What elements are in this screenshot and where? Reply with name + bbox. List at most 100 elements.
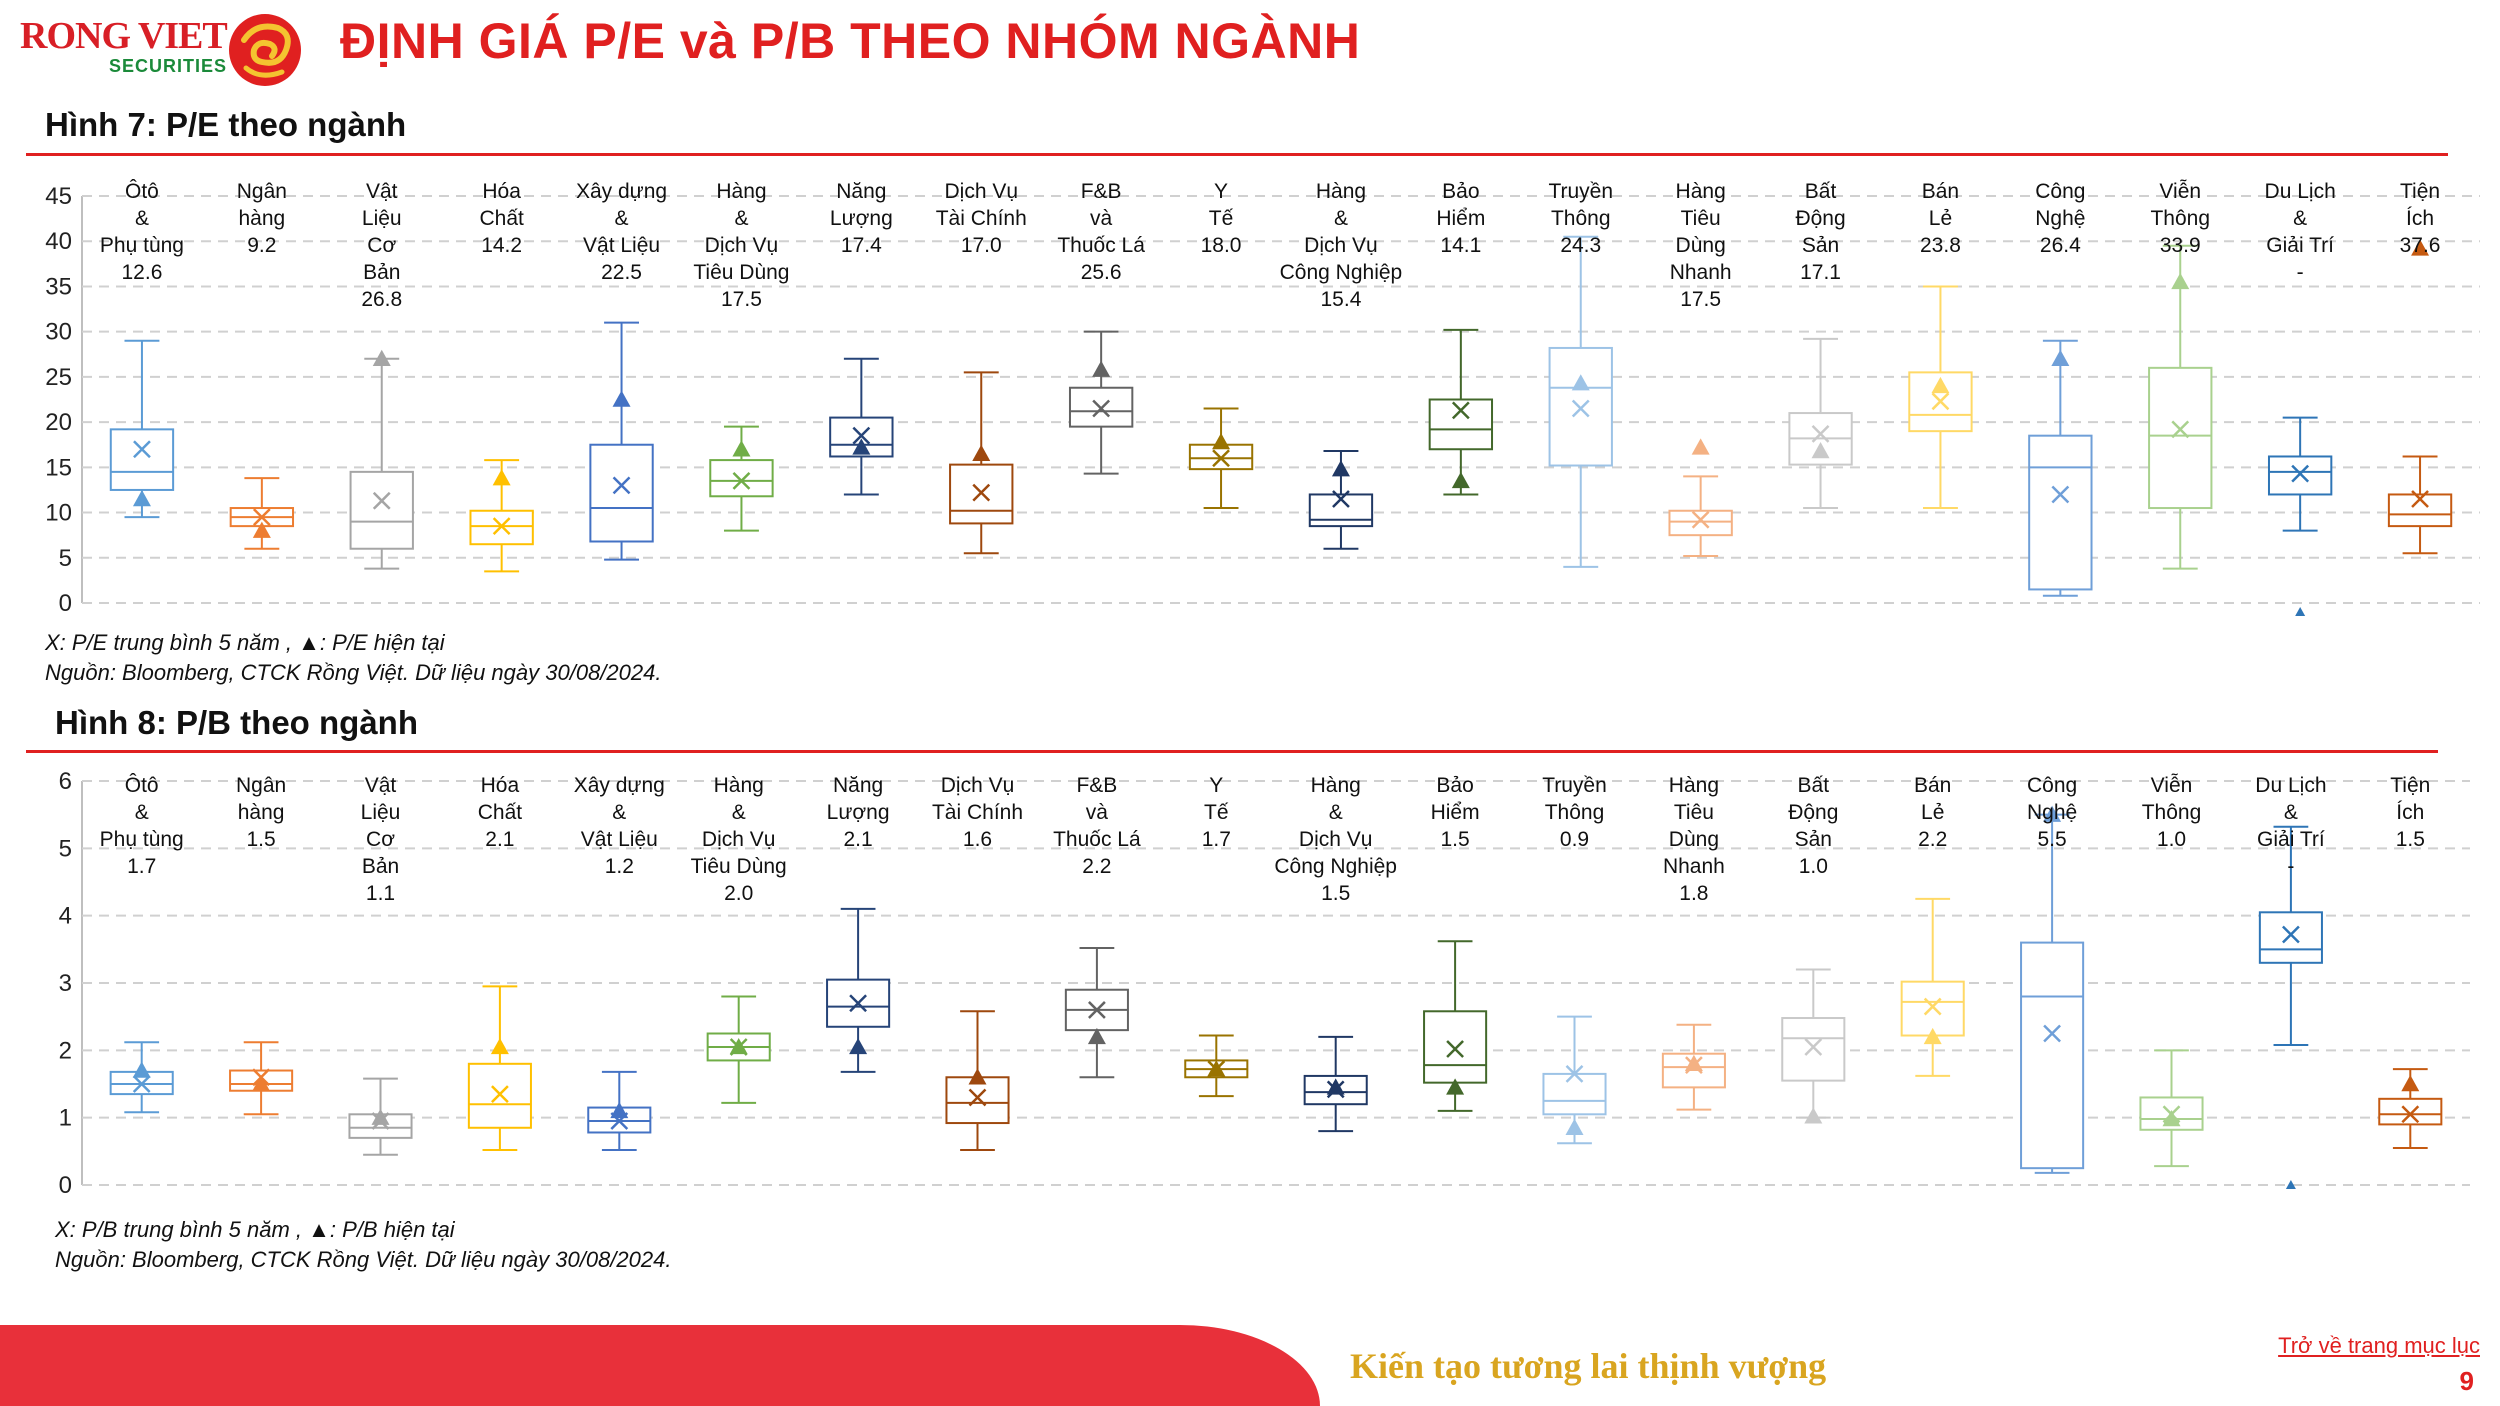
- category-label: F&B và Thuốc Lá 25.6: [1057, 180, 1145, 284]
- mean-marker: [612, 476, 631, 495]
- y-tick-label: 15: [45, 454, 72, 481]
- mean-marker: [1446, 1040, 1464, 1058]
- box-item: [2258, 825, 2323, 1189]
- y-tick-label: 20: [45, 409, 72, 436]
- current-value-marker: [2401, 1075, 2420, 1092]
- iqr-box: [2267, 455, 2333, 496]
- iqr-box: [2028, 434, 2093, 591]
- current-value-marker: [1326, 1078, 1345, 1095]
- mean-marker: [2171, 420, 2190, 439]
- y-tick-label: 6: [59, 768, 72, 795]
- box-item: [587, 1070, 652, 1151]
- box-item: [1781, 968, 1846, 1124]
- current-value-marker: [1804, 1107, 1823, 1124]
- box-item: [1542, 1015, 1607, 1145]
- pb-source-note: Nguồn: Bloomberg, CTCK Rồng Việt. Dữ liệ…: [55, 1247, 672, 1272]
- mean-marker: [1923, 997, 1942, 1016]
- category-label: Hóa Chất 14.2: [479, 180, 524, 257]
- box-item: [2028, 339, 2093, 597]
- mean-marker: [1092, 399, 1111, 418]
- y-tick-label: 45: [45, 183, 72, 210]
- category-label: Hàng Tiêu Dùng Nhanh 1.8: [1663, 774, 1725, 905]
- figure-8-rule: [26, 750, 2438, 753]
- box-item: [709, 425, 774, 532]
- category-label: Tiện Ích 37.6: [2400, 180, 2441, 257]
- mean-marker: [1691, 510, 1710, 529]
- box-item: [469, 459, 534, 573]
- iqr-box: [589, 443, 654, 543]
- current-value-marker: [612, 390, 631, 407]
- iqr-box: [2378, 1097, 2443, 1126]
- brand-sub: SECURITIES: [109, 56, 228, 76]
- current-value-marker: [1446, 1078, 1465, 1095]
- y-tick-label: 5: [59, 545, 72, 572]
- category-label: Hàng & Dịch Vụ Công Nghiệp 15.4: [1280, 180, 1403, 311]
- category-label: Ngân hàng 1.5: [236, 774, 286, 851]
- box-item: [109, 339, 175, 519]
- box-item: [826, 907, 891, 1073]
- current-value-marker: [849, 1037, 868, 1055]
- pe-source-note: Nguồn: Bloomberg, CTCK Rồng Việt. Dữ liệ…: [45, 660, 662, 685]
- category-label: Du Lịch & Giải Trí -: [2255, 774, 2326, 878]
- iqr-box: [1428, 398, 1494, 451]
- brand-name: RONG VIET: [20, 15, 228, 57]
- category-label: Hàng & Dịch Vụ Tiêu Dùng 17.5: [693, 180, 789, 311]
- iqr-box: [349, 470, 414, 550]
- mean-marker: [849, 994, 867, 1013]
- box-item: [829, 357, 894, 496]
- figure-7-rule: [26, 153, 2448, 156]
- mean-marker: [252, 508, 271, 526]
- y-tick-label: 25: [45, 364, 72, 391]
- mean-marker: [1811, 424, 1830, 443]
- category-label: Năng Lượng 17.4: [830, 180, 893, 257]
- box-item: [1184, 1034, 1249, 1098]
- mean-marker: [491, 1085, 509, 1103]
- box-item: [1188, 407, 1254, 510]
- mean-marker: [732, 472, 751, 490]
- box-item: [949, 371, 1014, 555]
- box-item: [349, 349, 414, 570]
- y-tick-label: 30: [45, 319, 72, 346]
- box-item: [1788, 337, 1853, 510]
- mean-marker: [1212, 449, 1230, 468]
- current-value-marker: [729, 1037, 748, 1055]
- y-tick-label: 35: [45, 273, 72, 300]
- pe-legend-note: X: P/E trung bình 5 năm , ▲: P/E hiện tạ…: [45, 630, 445, 655]
- category-label: Công Nghệ 5.5: [2027, 774, 2077, 851]
- current-value-marker: [2171, 272, 2190, 290]
- current-value-marker: [252, 1075, 271, 1092]
- category-label: Y Tế 18.0: [1201, 180, 1242, 257]
- category-label: Bán Lẻ 2.2: [1914, 774, 1951, 851]
- current-value-marker: [2285, 1180, 2296, 1189]
- current-value-marker: [1451, 471, 1470, 489]
- current-value-marker: [1087, 1027, 1106, 1045]
- category-label: Tiện Ích 1.5: [2390, 774, 2430, 851]
- iqr-box: [1423, 1010, 1488, 1084]
- box-item: [2267, 416, 2333, 617]
- box-item: [1423, 940, 1488, 1112]
- category-label: Vật Liệu Cơ Bản 1.1: [361, 774, 401, 905]
- current-value-marker: [132, 489, 151, 507]
- category-label: Ôtô & Phụ tùng 1.7: [100, 774, 184, 878]
- current-value-marker: [2411, 239, 2430, 256]
- figure-8-title: Hình 8: P/B theo ngành: [55, 704, 418, 741]
- category-label: Truyền Thông 0.9: [1542, 774, 1607, 851]
- current-value-marker: [1691, 438, 1710, 455]
- category-label: Bán Lẻ 23.8: [1920, 180, 1961, 257]
- y-tick-label: 4: [59, 903, 72, 930]
- box-item: [229, 1041, 294, 1116]
- iqr-box: [949, 463, 1014, 525]
- mean-marker: [972, 483, 991, 502]
- category-label: Truyền Thông 24.3: [1548, 180, 1613, 257]
- mean-marker: [2291, 464, 2310, 483]
- current-value-marker: [2043, 805, 2062, 822]
- category-label: Dịch Vụ Tài Chính 17.0: [936, 180, 1027, 257]
- category-label: Viễn Thông 33.9: [2150, 180, 2210, 257]
- category-label: Du Lịch & Giải Trí -: [2265, 180, 2336, 284]
- mean-marker: [1931, 392, 1950, 411]
- back-to-toc-link[interactable]: Trở về trang mục lục: [2278, 1333, 2480, 1358]
- y-tick-label: 10: [45, 500, 72, 527]
- current-value-marker: [2295, 607, 2306, 617]
- category-label: Ngân hàng 9.2: [237, 180, 287, 257]
- mean-marker: [1332, 490, 1350, 508]
